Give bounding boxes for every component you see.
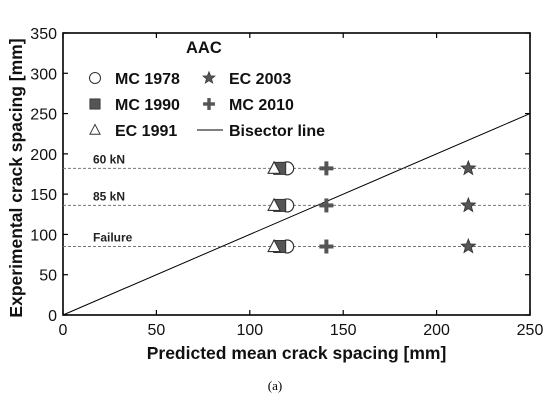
plus-vbar (324, 161, 329, 176)
legend-marker (202, 70, 216, 84)
reference-line-label: 85 kN (93, 189, 125, 203)
plot-frame (62, 32, 531, 316)
legend-label: Bisector line (229, 123, 325, 140)
triangle-marker (267, 197, 281, 211)
square-marker (89, 98, 101, 110)
plus-vbar (207, 98, 211, 110)
x-tick-label: 100 (236, 322, 263, 339)
y-axis-title: Experimental crack spacing [mm] (6, 38, 26, 317)
figure-caption: (a) (267, 378, 283, 393)
legend-label: EC 1991 (115, 123, 177, 140)
x-tick-label: 150 (330, 322, 357, 339)
triangle-marker (89, 123, 101, 135)
y-tick-label: 100 (30, 227, 57, 244)
data-point (267, 238, 281, 253)
legend-title: AAC (186, 39, 222, 57)
legend-marker (89, 123, 101, 135)
data-point (460, 237, 477, 254)
legend-marker (89, 98, 101, 110)
y-tick-label: 300 (30, 66, 57, 83)
legend-label: MC 1978 (115, 71, 180, 88)
data-point (267, 160, 281, 174)
x-tick-label: 0 (59, 322, 68, 339)
data-point (319, 198, 334, 213)
data-point (460, 196, 477, 213)
data-point (460, 159, 477, 176)
x-tick-label: 200 (423, 322, 450, 339)
star-marker (460, 159, 477, 176)
data-point (319, 239, 334, 254)
plus-vbar (324, 239, 329, 254)
x-axis-title: Predicted mean crack spacing [mm] (147, 343, 447, 363)
star-marker (460, 196, 477, 213)
star-marker (460, 237, 477, 254)
chart: 0 50 100 150 200 250 0 50 100 150 200 250 300 350 Pred… (6, 26, 544, 363)
plus-vbar (324, 198, 329, 213)
triangle-marker (267, 160, 281, 174)
legend-label: MC 2010 (229, 97, 294, 114)
data-point (319, 161, 334, 176)
data-point (267, 197, 281, 211)
triangle-marker (267, 238, 281, 253)
x-tick-label: 50 (148, 322, 166, 339)
star-marker (202, 70, 216, 84)
legend-label: EC 2003 (229, 71, 291, 88)
bisector-line (62, 113, 531, 316)
reference-line-label: 60 kN (93, 152, 125, 166)
reference-line-label: Failure (93, 231, 133, 245)
y-tick-label: 250 (30, 107, 57, 124)
legend-marker (203, 98, 215, 110)
y-tick-label: 50 (39, 268, 57, 285)
legend-marker (88, 71, 102, 85)
y-tick-label: 200 (30, 147, 57, 164)
y-tick-label: 150 (30, 187, 57, 204)
y-tick-label: 350 (30, 26, 57, 43)
x-tick-label: 250 (517, 322, 544, 339)
y-tick-label: 0 (48, 308, 57, 325)
legend-label: MC 1990 (115, 97, 180, 114)
circle-marker (88, 71, 102, 85)
